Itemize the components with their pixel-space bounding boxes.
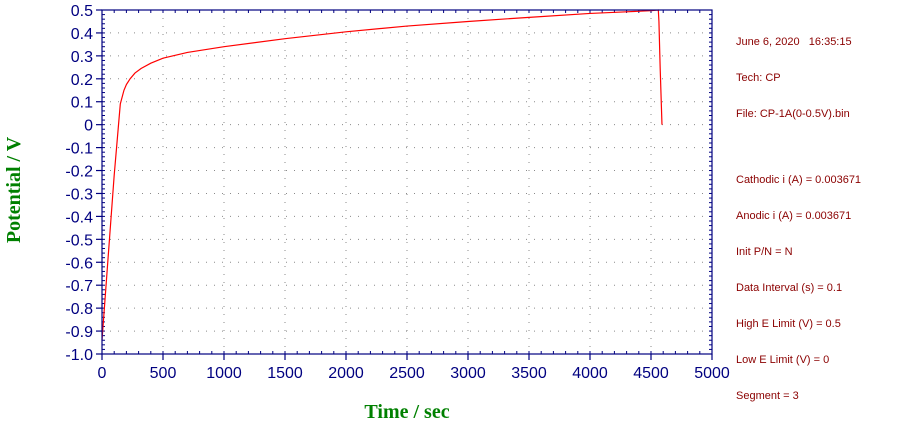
info-param: High E Limit (V) = 0.5	[736, 318, 841, 330]
x-tick-label: 500	[150, 365, 177, 382]
y-tick-label: -0.2	[65, 164, 93, 181]
info-param: Cathodic i (A) = 0.003671	[736, 174, 862, 186]
y-tick-label: -1.0	[65, 347, 93, 364]
plot-frame	[101, 9, 713, 355]
x-tick-label: 1000	[206, 365, 242, 382]
x-tick-label: 2000	[328, 365, 364, 382]
y-tick-label: -0.8	[65, 301, 93, 318]
info-param: Anodic i (A) = 0.003671	[736, 210, 852, 222]
x-tick-label: 4000	[572, 365, 608, 382]
y-axis-title: Potential / V	[3, 136, 25, 243]
x-tick-label: 0	[98, 365, 107, 382]
info-tech: Tech: CP	[736, 72, 781, 84]
y-tick-label: -0.1	[65, 141, 93, 158]
y-tick-label: -0.9	[65, 324, 93, 341]
y-tick-label: 0.2	[71, 72, 93, 89]
info-datetime: June 6, 2020 16:35:15	[736, 36, 852, 48]
y-tick-label: 0.5	[71, 3, 93, 20]
x-tick-label: 1500	[267, 365, 303, 382]
x-tick-label: 2500	[389, 365, 425, 382]
grid-lines	[102, 10, 712, 354]
x-tick-label: 4500	[633, 365, 669, 382]
info-param: Init P/N = N	[736, 246, 793, 258]
y-tick-label: 0.4	[71, 26, 93, 43]
y-tick-label: -0.6	[65, 255, 93, 272]
y-tick-label: -0.3	[65, 186, 93, 203]
y-tick-label: -0.5	[65, 232, 93, 249]
x-axis-ticks: 0 500 1000 1500 2000 2500 3000 3500 4000 4500 5000	[98, 354, 730, 382]
x-tick-label: 5000	[694, 365, 730, 382]
info-file: File: CP-1A(0-0.5V).bin	[736, 108, 850, 120]
y-axis-ticks: 0.5 0.4 0.3 0.2 0.1 0 -0.1 -0.2 -0.3 -0.4 -0.5 -0.6…	[65, 3, 102, 364]
plot-area	[102, 10, 712, 354]
info-param: Low E Limit (V) = 0	[736, 354, 830, 366]
y-tick-label: 0.1	[71, 95, 93, 112]
x-tick-label: 3000	[450, 365, 486, 382]
series-line	[101, 9, 663, 341]
info-param: Segment = 3	[736, 390, 799, 402]
y-tick-label: 0	[84, 118, 93, 135]
y-tick-label: 0.3	[71, 49, 93, 66]
info-panel: June 6, 2020 16:35:15 Tech: CP File: CP-…	[736, 12, 861, 414]
y-tick-label: -0.4	[65, 209, 93, 226]
info-param: Data Interval (s) = 0.1	[736, 282, 843, 294]
x-tick-label: 3500	[511, 365, 547, 382]
y-tick-label: -0.7	[65, 278, 93, 295]
x-axis-title: Time / sec	[364, 401, 449, 423]
